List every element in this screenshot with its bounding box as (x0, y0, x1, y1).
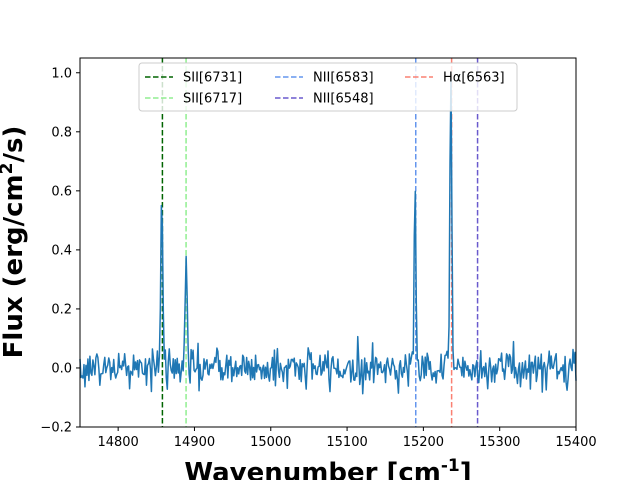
legend-label: NII[6548] (313, 92, 374, 107)
y-tick-label: 0.0 (51, 361, 72, 376)
legend-label: Hα[6563] (443, 71, 505, 86)
spectrum-line (79, 74, 577, 395)
y-tick-label: −0.2 (40, 421, 72, 436)
x-tick-label: 15200 (403, 435, 444, 450)
plot-frame (79, 57, 577, 428)
x-axis-title: Wavenumber [cm-1​] (184, 456, 471, 480)
y-tick-label: 0.8 (51, 125, 72, 140)
x-tick-label: 14800 (97, 435, 138, 450)
x-tick-label: 15400 (555, 435, 596, 450)
legend-label: SII[6717] (183, 92, 242, 107)
legend-box (138, 62, 518, 112)
legend: SII[6731] SII[6717] NII[6583] NII[6548] Hα[6… (138, 62, 518, 112)
y-axis-title: Flux (erg/cm2​/s) (0, 126, 29, 359)
legend-label: SII[6731] (183, 71, 242, 86)
series-layer (79, 74, 577, 395)
y-tick-label: 0.4 (51, 243, 72, 258)
y-tick-label: 0.6 (51, 184, 72, 199)
axis-ticks: 14800 14900 15000 15100 15200 15300 15400 −0.2 0… (40, 66, 596, 450)
legend-label: NII[6583] (313, 71, 374, 86)
y-tick-label: 1.0 (51, 66, 72, 81)
x-tick-label: 14900 (174, 435, 215, 450)
x-tick-label: 15300 (479, 435, 520, 450)
y-tick-label: 0.2 (51, 302, 72, 317)
x-tick-label: 15000 (250, 435, 291, 450)
x-tick-label: 15100 (326, 435, 367, 450)
